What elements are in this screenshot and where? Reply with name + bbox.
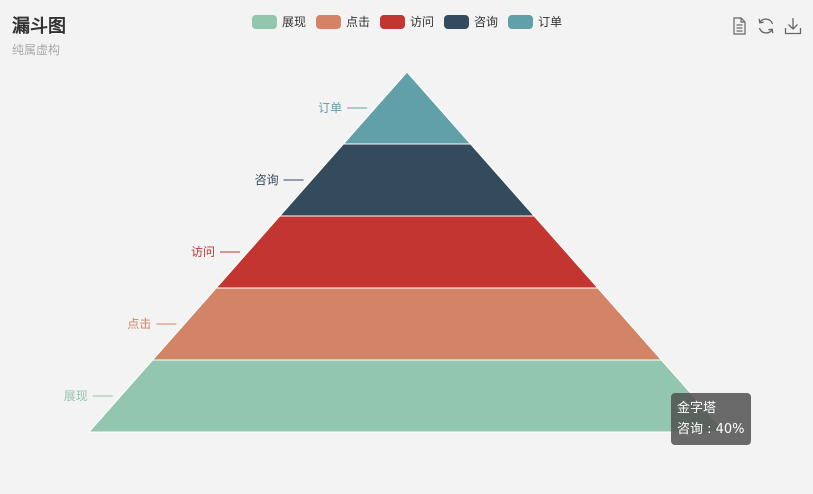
- funnel-segment-2[interactable]: [215, 215, 599, 289]
- funnel-label-1: 咨询: [255, 172, 279, 187]
- save-image-icon[interactable]: [783, 16, 803, 36]
- funnel-segment-1[interactable]: [278, 143, 536, 217]
- legend-swatch: [444, 14, 470, 29]
- funnel-segment-4[interactable]: [87, 359, 727, 433]
- legend-label: 点击: [346, 15, 371, 29]
- legend-item-dingdan[interactable]: 订单: [508, 13, 562, 30]
- tooltip-series: 金字塔: [677, 401, 717, 416]
- legend-label: 访问: [410, 15, 435, 29]
- chart-subtitle: 纯属虚构: [12, 43, 61, 57]
- toolbox: [722, 16, 803, 36]
- legend-label: 订单: [538, 15, 563, 29]
- tooltip: 金字塔 咨询 : 40%: [671, 393, 751, 445]
- funnel-label-4: 展现: [64, 389, 88, 403]
- legend-swatch: [252, 14, 277, 29]
- data-view-icon[interactable]: [729, 16, 749, 36]
- legend-item-dianji[interactable]: 点击: [316, 13, 370, 30]
- legend-swatch: [380, 14, 406, 29]
- tooltip-item: 咨询 : 40%: [677, 422, 745, 437]
- legend-label: 咨询: [474, 15, 499, 29]
- legend-swatch: [316, 14, 342, 29]
- funnel-label-2: 访问: [191, 245, 215, 259]
- funnel-label-0: 订单: [318, 101, 342, 115]
- funnel-segment-3[interactable]: [151, 287, 663, 361]
- legend-swatch: [508, 14, 534, 29]
- legend-item-zhanxian[interactable]: 展现: [252, 13, 306, 30]
- funnel-label-3: 点击: [127, 317, 151, 331]
- legend-label: 展现: [282, 15, 307, 29]
- chart-title: 漏斗图: [12, 16, 66, 37]
- restore-icon[interactable]: [756, 16, 776, 36]
- legend-item-fangwen[interactable]: 访问: [380, 13, 434, 30]
- legend-item-zixun[interactable]: 咨询: [444, 13, 498, 30]
- legend: 展现 点击 访问 咨询 订单: [252, 13, 572, 30]
